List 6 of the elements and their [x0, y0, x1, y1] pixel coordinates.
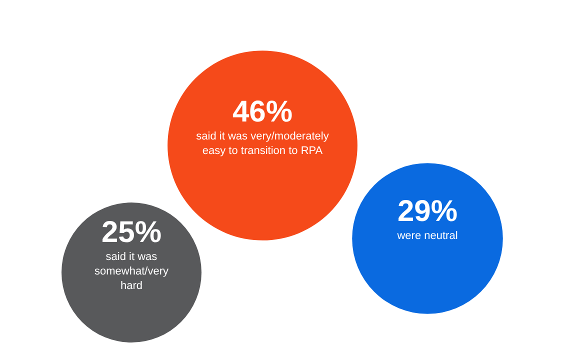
category-label: said it was very/moderately easy to transition to RPA: [196, 130, 330, 157]
data-label: 46%: [232, 96, 293, 128]
data-label: 29%: [397, 195, 458, 228]
data-label: 25%: [101, 216, 162, 249]
category-label: said it was somewhat/very hard: [94, 251, 169, 292]
category-label: were neutral: [396, 230, 458, 242]
